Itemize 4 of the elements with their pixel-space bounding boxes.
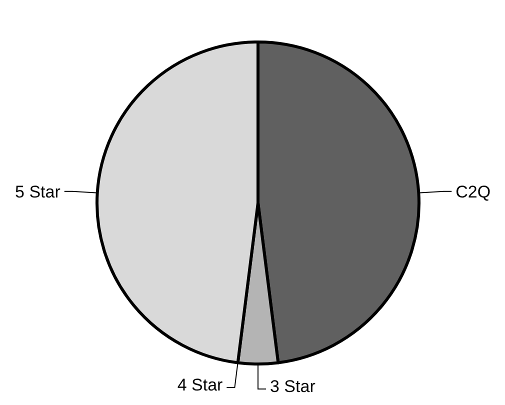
- slice-label: 5 Star: [15, 182, 61, 202]
- category-label: 4 Star: [177, 375, 223, 394]
- legend-label: 3 Star: [270, 376, 316, 396]
- slice-label: C2Q: [456, 182, 491, 202]
